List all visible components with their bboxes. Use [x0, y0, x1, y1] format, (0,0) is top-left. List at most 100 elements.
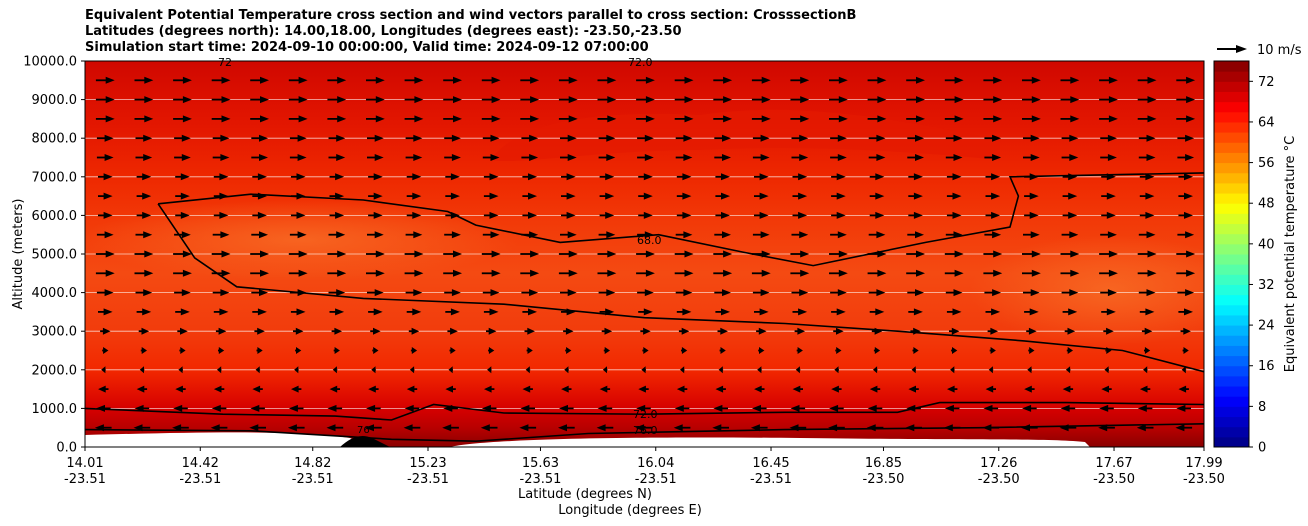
- wind-vector-head: [790, 404, 800, 412]
- wind-vector-head: [528, 308, 537, 316]
- wind-vector-head: [838, 76, 848, 84]
- y-tick-label: 10000.0: [23, 55, 77, 70]
- quiver-key-label: 10 m/s: [1257, 43, 1302, 58]
- wind-vector-head: [257, 347, 263, 354]
- contour-label-top-left-72: 72: [218, 56, 232, 69]
- wind-vector-head: [182, 96, 192, 104]
- wind-vector-head: [1147, 269, 1157, 277]
- wind-vector-head: [1108, 115, 1118, 123]
- x-tick-label-lat: 14.82: [294, 456, 331, 471]
- wind-vector-head: [1070, 115, 1080, 123]
- wind-vector-head: [337, 76, 347, 84]
- wind-vector-head: [297, 154, 307, 161]
- wind-vector-head: [1143, 366, 1148, 374]
- wind-vector-head: [836, 327, 844, 335]
- wind-vector-head: [915, 134, 924, 142]
- wind-vector-head: [644, 289, 654, 297]
- wind-vector-head: [1139, 385, 1148, 393]
- wind-vector-head: [983, 404, 993, 412]
- wind-vector-head: [643, 211, 653, 219]
- wind-vector-head: [874, 347, 881, 354]
- wind-vector-head: [219, 308, 229, 316]
- x-tick-label-lon: -23.50: [1183, 472, 1225, 487]
- wind-vector-head: [561, 385, 569, 393]
- wind-vector-head: [491, 96, 501, 104]
- wind-vector-head: [1183, 347, 1189, 354]
- x-tick-label-lon: -23.51: [64, 472, 106, 487]
- wind-vector-head: [182, 269, 192, 277]
- wind-vector-head: [404, 404, 414, 412]
- colorbar-bin: [1214, 375, 1249, 387]
- wind-vector-head: [182, 250, 192, 258]
- wind-vector-head: [1030, 231, 1040, 239]
- colorbar-label: Equivalent potential temperature °C: [1283, 136, 1298, 372]
- wind-vector-head: [105, 96, 115, 104]
- wind-vector-head: [142, 211, 152, 219]
- wind-vector-head: [645, 269, 655, 277]
- wind-vector-head: [876, 134, 886, 142]
- x-tick-label-lat: 14.42: [182, 456, 219, 471]
- wind-vector-head: [567, 231, 577, 239]
- wind-vector-head: [413, 154, 423, 161]
- contour-label-group: 72.0 68.0 72.0 76.0 72 76: [218, 56, 662, 437]
- wind-vector-head: [760, 289, 770, 297]
- wind-vector-head: [1068, 211, 1078, 219]
- colorbar-bin: [1214, 223, 1249, 235]
- wind-vector-head: [295, 327, 304, 335]
- wind-vector-head: [644, 134, 654, 142]
- y-tick-label: 1000.0: [32, 402, 78, 417]
- wind-vector-head: [1059, 424, 1069, 432]
- wind-vector-head: [104, 154, 114, 161]
- wind-vector-head: [993, 115, 1003, 123]
- wind-vector-head: [1186, 76, 1196, 84]
- wind-vector-head: [1107, 289, 1117, 297]
- wind-vector-head: [566, 192, 576, 200]
- wind-vector-head: [375, 76, 385, 84]
- wind-vector-head: [752, 404, 761, 412]
- colorbar-bin: [1214, 274, 1249, 285]
- wind-vector-head: [750, 424, 760, 432]
- wind-vector-head: [992, 154, 1002, 161]
- wind-vector-head: [952, 211, 962, 219]
- wind-vector-head: [334, 327, 342, 335]
- wind-vector-head: [916, 96, 925, 104]
- wind-vector-head: [836, 192, 846, 200]
- colorbar-bin: [1214, 152, 1249, 164]
- wind-vector-head: [800, 96, 810, 104]
- wind-vector-head: [568, 76, 578, 84]
- wind-vector-head: [876, 154, 886, 161]
- wind-vector-head: [373, 192, 383, 200]
- wind-vector-head: [181, 289, 191, 297]
- wind-vector-head: [490, 154, 500, 161]
- wind-vector-head: [413, 134, 423, 142]
- y-tick-label: 2000.0: [32, 363, 78, 378]
- wind-vector-head: [530, 250, 540, 258]
- wind-vector-head: [445, 385, 453, 393]
- wind-vector-head: [103, 308, 113, 316]
- wind-vector-head: [257, 327, 265, 335]
- wind-vector-head: [522, 385, 531, 393]
- wind-vector-head: [1021, 424, 1030, 432]
- wind-vector-head: [718, 366, 723, 374]
- wind-vector-head: [644, 231, 654, 239]
- wind-vector-head: [221, 115, 231, 123]
- x-tick-label-lon: -23.51: [292, 472, 334, 487]
- wind-vector-head: [715, 385, 724, 393]
- wind-vector-head: [453, 250, 462, 258]
- colorbar-bin: [1214, 193, 1249, 204]
- wind-vector-head: [374, 154, 384, 161]
- wind-vector-head: [799, 289, 809, 297]
- wind-vector-head: [373, 308, 383, 316]
- wind-vector-head: [607, 250, 617, 258]
- wind-vector-head: [217, 366, 222, 374]
- wind-vector-head: [606, 231, 616, 239]
- wind-vector-head: [255, 366, 260, 374]
- wind-vector-head: [181, 154, 191, 161]
- wind-vector-head: [220, 134, 230, 142]
- wind-vector-head: [412, 173, 422, 181]
- y-tick-label: 5000.0: [32, 248, 78, 263]
- wind-vector-head: [1144, 327, 1153, 335]
- contour-line-72: [85, 401, 1204, 421]
- wind-vector-head: [1029, 173, 1039, 181]
- wind-vector-head: [1028, 327, 1037, 335]
